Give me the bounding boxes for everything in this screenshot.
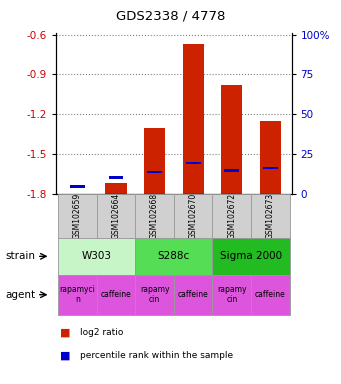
Bar bbox=[212, 238, 290, 275]
Text: GSM102659: GSM102659 bbox=[73, 193, 82, 239]
Bar bbox=[109, 176, 123, 179]
Bar bbox=[97, 275, 135, 315]
Bar bbox=[263, 167, 278, 169]
Bar bbox=[251, 275, 290, 315]
Text: GSM102673: GSM102673 bbox=[266, 193, 275, 239]
Bar bbox=[224, 169, 239, 172]
Text: ■: ■ bbox=[60, 327, 70, 337]
Bar bbox=[97, 194, 135, 238]
Bar bbox=[174, 275, 212, 315]
Text: log2 ratio: log2 ratio bbox=[80, 328, 123, 337]
Bar bbox=[70, 185, 85, 188]
Bar bbox=[144, 127, 165, 194]
Bar bbox=[135, 238, 212, 275]
Text: ■: ■ bbox=[60, 350, 70, 360]
Bar bbox=[221, 85, 242, 194]
Bar bbox=[58, 194, 97, 238]
Bar bbox=[251, 194, 290, 238]
Text: W303: W303 bbox=[82, 251, 112, 262]
Text: strain: strain bbox=[5, 251, 35, 262]
Bar bbox=[174, 194, 212, 238]
Bar bbox=[212, 194, 251, 238]
Text: percentile rank within the sample: percentile rank within the sample bbox=[80, 351, 233, 360]
Text: GSM102672: GSM102672 bbox=[227, 193, 236, 239]
Bar bbox=[212, 275, 251, 315]
Bar bbox=[260, 121, 281, 194]
Text: caffeine: caffeine bbox=[255, 290, 286, 299]
Text: GSM102670: GSM102670 bbox=[189, 193, 198, 239]
Bar bbox=[135, 194, 174, 238]
Bar bbox=[186, 162, 201, 164]
Bar bbox=[147, 171, 162, 173]
Bar bbox=[135, 275, 174, 315]
Text: rapamy
cin: rapamy cin bbox=[217, 285, 247, 304]
Text: S288c: S288c bbox=[158, 251, 190, 262]
Text: caffeine: caffeine bbox=[178, 290, 209, 299]
Bar bbox=[58, 238, 135, 275]
Text: rapamy
cin: rapamy cin bbox=[140, 285, 169, 304]
Text: caffeine: caffeine bbox=[101, 290, 131, 299]
Text: GSM102668: GSM102668 bbox=[150, 193, 159, 239]
Text: Sigma 2000: Sigma 2000 bbox=[220, 251, 282, 262]
Bar bbox=[182, 44, 204, 194]
Bar bbox=[105, 183, 127, 194]
Text: rapamyci
n: rapamyci n bbox=[60, 285, 95, 304]
Text: agent: agent bbox=[5, 290, 35, 300]
Text: GSM102664: GSM102664 bbox=[112, 193, 121, 239]
Text: GDS2338 / 4778: GDS2338 / 4778 bbox=[116, 10, 225, 23]
Bar bbox=[58, 275, 97, 315]
